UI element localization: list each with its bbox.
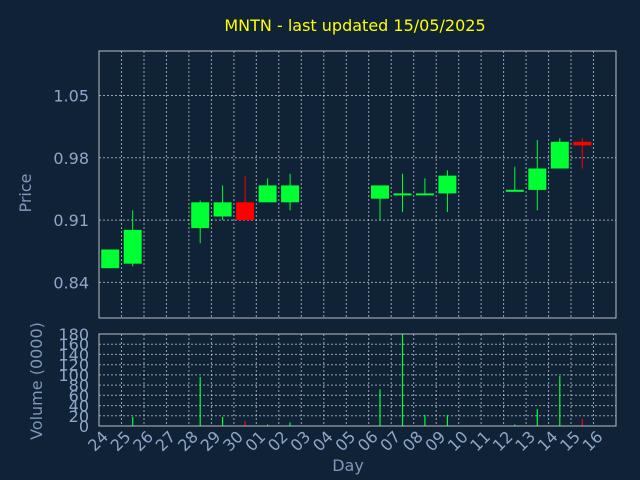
volume-tick-label: 0 <box>79 417 89 436</box>
candle-body <box>191 202 210 229</box>
price-frame <box>98 50 617 319</box>
volume-tick-label: 160 <box>58 335 89 354</box>
candle-body <box>236 202 255 221</box>
candle-body <box>281 185 300 203</box>
candle-body <box>213 202 232 217</box>
price-tick-label: 1.05 <box>53 87 89 106</box>
candle-body <box>371 185 389 199</box>
candle-body <box>438 175 457 194</box>
volume-tick-label: 20 <box>69 407 89 426</box>
candle-body <box>393 193 412 196</box>
volume-tick-label: 60 <box>69 386 89 405</box>
candle-body <box>123 229 142 264</box>
candle-body <box>258 185 277 203</box>
candle-body <box>101 249 120 269</box>
candle-body <box>415 193 434 196</box>
volume-tick-label: 80 <box>69 376 89 395</box>
volume-tick-label: 180 <box>58 325 89 344</box>
candle-body <box>505 189 524 192</box>
price-panel: 0.84 0.91 0.98 1.05 Price <box>16 50 617 319</box>
price-tick-label: 0.98 <box>53 149 89 168</box>
price-tick-label: 0.91 <box>53 211 89 230</box>
candle-body <box>573 141 592 146</box>
volume-tick-label: 120 <box>58 356 89 375</box>
volume-tick-label: 100 <box>58 366 89 385</box>
chart-title: MNTN - last updated 15/05/2025 <box>224 16 485 35</box>
x-axis-label: Day <box>332 456 364 475</box>
volume-tick-label: 140 <box>58 345 89 364</box>
candle-body <box>528 168 547 190</box>
price-tick-label: 0.84 <box>53 273 89 292</box>
volume-frame <box>98 333 617 427</box>
price-axis-label: Price <box>16 173 35 212</box>
volume-tick-label: 40 <box>69 397 89 416</box>
candle-body <box>550 141 569 169</box>
volume-axis-label: Volume (0000) <box>27 322 46 440</box>
